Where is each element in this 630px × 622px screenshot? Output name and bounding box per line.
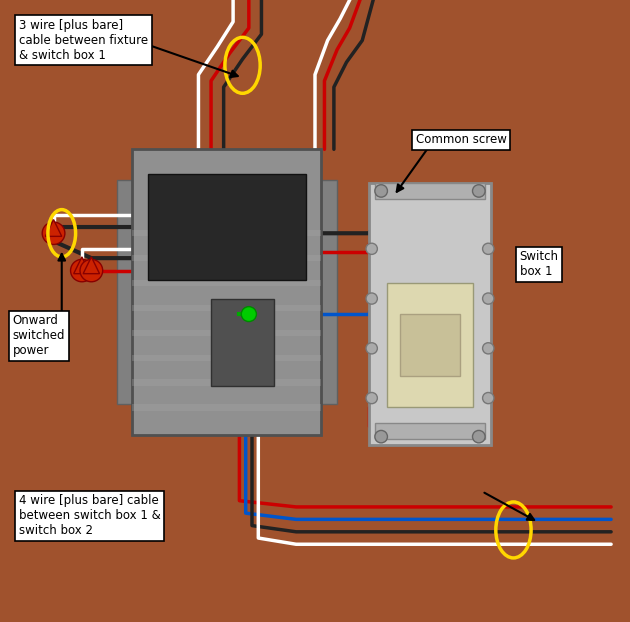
Bar [132,280,321,286]
Circle shape [472,185,485,197]
Polygon shape [83,257,100,274]
Text: Switch
box 1: Switch box 1 [520,250,559,279]
Circle shape [375,430,387,443]
Bar [148,174,306,280]
Circle shape [71,259,93,282]
Circle shape [483,343,494,354]
Circle shape [80,259,103,282]
Circle shape [366,343,377,354]
Circle shape [241,307,256,322]
Circle shape [375,185,387,197]
Circle shape [366,392,377,404]
Bar [132,149,321,435]
Bar [132,330,321,336]
Text: Onward
switched
power: Onward switched power [13,314,65,358]
Circle shape [472,430,485,443]
Circle shape [42,222,65,244]
Circle shape [366,293,377,304]
Bar [132,404,321,411]
Circle shape [483,293,494,304]
Circle shape [483,243,494,254]
Circle shape [483,392,494,404]
Bar [117,180,132,404]
Bar [132,305,321,311]
Polygon shape [74,257,90,274]
Polygon shape [45,220,62,236]
Text: 4 wire [plus bare] cable
between switch box 1 &
switch box 2: 4 wire [plus bare] cable between switch … [19,494,161,537]
Text: Common screw: Common screw [416,134,507,146]
Bar [400,314,460,376]
Bar [132,379,321,386]
Bar [132,255,321,261]
Text: 3 wire [plus bare]
cable between fixture
& switch box 1: 3 wire [plus bare] cable between fixture… [19,19,148,62]
Bar [132,230,321,236]
Bar [369,183,491,445]
Bar [375,183,485,199]
Bar [387,283,472,407]
Bar [375,423,485,439]
Bar [321,180,337,404]
Bar [132,355,321,361]
Circle shape [366,243,377,254]
Bar [211,299,274,386]
